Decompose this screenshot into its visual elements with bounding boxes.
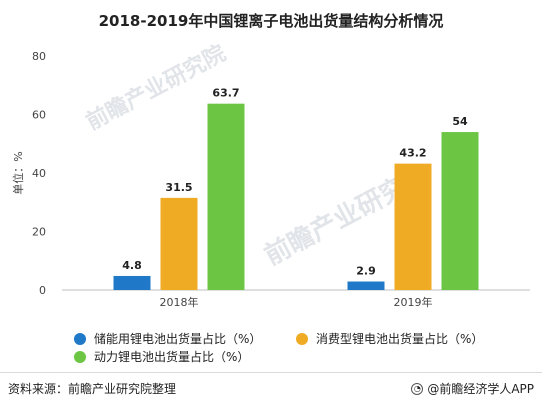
x-tick-label-0: 2018年 <box>160 295 199 309</box>
bar-chart: 0 20 40 60 80 单位：% 4.8 31.5 63.7 2018年 2.9 43.2 54 20… <box>11 50 530 309</box>
bar-0-1 <box>347 281 385 290</box>
y-tick-label-3: 60 <box>32 109 46 122</box>
bar-0-0 <box>113 275 151 290</box>
y-tick-label-0: 0 <box>39 284 46 297</box>
bar-1-0 <box>160 197 198 290</box>
y-tick-label-2: 40 <box>32 167 46 180</box>
data-label-0-1: 2.9 <box>356 265 376 278</box>
legend-swatch-power <box>74 350 86 363</box>
legend-item-consumer: 消费型锂电池出货量占比（%） <box>296 330 483 347</box>
legend-swatch-consumer <box>296 332 308 345</box>
legend-label-power: 动力锂电池出货量占比（%） <box>94 350 250 364</box>
legend-swatch-storage <box>74 332 86 345</box>
legend-item-storage: 储能用锂电池出货量占比（%） <box>74 330 261 347</box>
legend-label-storage: 储能用锂电池出货量占比（%） <box>94 332 262 346</box>
source-note: 资料来源：前瞻产业研究院整理 <box>8 382 177 396</box>
y-axis-label: 单位：% <box>11 151 25 194</box>
data-label-2-1: 54 <box>452 115 468 128</box>
qz-logo-icon: ◔ <box>411 382 424 395</box>
chart-title: 2018-2019年中国锂离子电池出货量结构分析情况 <box>98 12 444 30</box>
bar-2-1 <box>441 132 479 290</box>
data-label-0-0: 4.8 <box>122 259 142 272</box>
brand-credit: ◔ @前瞻经济学人APP <box>411 380 534 397</box>
footer-divider <box>0 372 542 373</box>
bar-1-1 <box>394 163 432 290</box>
legend-item-power: 动力锂电池出货量占比（%） <box>74 348 249 365</box>
data-label-1-0: 31.5 <box>165 181 192 194</box>
data-label-2-0: 63.7 <box>212 87 239 100</box>
legend-label-consumer: 消费型锂电池出货量占比（%） <box>316 332 484 346</box>
y-tick-label-1: 20 <box>32 226 46 239</box>
data-label-1-1: 43.2 <box>399 147 426 160</box>
bar-2-0 <box>207 103 245 291</box>
brand-label: @前瞻经济学人APP <box>427 382 534 396</box>
y-tick-label-4: 80 <box>32 50 46 63</box>
x-tick-label-1: 2019年 <box>394 295 433 309</box>
